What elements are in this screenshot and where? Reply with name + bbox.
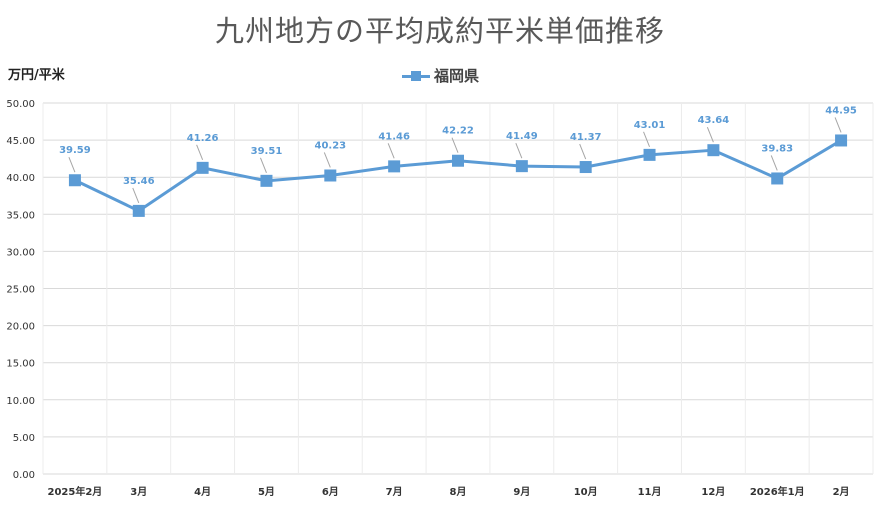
data-point: [68, 174, 81, 187]
x-tick-label: 12月: [701, 486, 725, 498]
x-tick-label: 2026年1月: [750, 485, 805, 498]
data-point: [452, 154, 464, 167]
y-tick-label: 0.00: [13, 470, 35, 481]
legend: 福岡県: [402, 65, 479, 86]
x-tick-label: 3月: [130, 486, 147, 498]
data-point: [771, 172, 784, 185]
x-tick-label: 7月: [386, 486, 403, 498]
data-label: 41.46: [378, 131, 410, 142]
data-point: [707, 144, 720, 157]
y-tick-label: 40.00: [6, 173, 35, 184]
x-tick-label: 8月: [450, 486, 467, 498]
data-point: [388, 160, 401, 173]
data-label: 43.01: [634, 120, 666, 131]
data-point: [260, 174, 273, 187]
data-label-leader: [643, 131, 651, 148]
data-point: [196, 161, 209, 174]
y-tick-label: 20.00: [6, 322, 35, 333]
series-line: [74, 139, 842, 213]
data-label-leader: [323, 152, 331, 168]
legend-marker-icon: [402, 69, 430, 83]
x-tick-label: 5月: [258, 486, 275, 498]
data-label-leader: [706, 127, 714, 143]
data-label-leader: [132, 187, 140, 204]
data-label-leader: [387, 143, 395, 159]
data-label-leader: [579, 143, 587, 160]
y-tick-label: 35.00: [6, 210, 35, 221]
y-tick-label: 15.00: [6, 359, 35, 370]
x-tick-label: 10月: [574, 486, 598, 498]
data-label-leader: [68, 157, 76, 173]
data-label: 42.22: [442, 126, 474, 137]
data-label-leader: [770, 155, 778, 171]
data-label: 39.83: [761, 143, 793, 154]
data-label-leader: [515, 142, 523, 159]
y-tick-label: 30.00: [6, 247, 35, 258]
x-tick-label: 2025年2月: [48, 485, 103, 498]
y-axis-unit-label: 万円/平米: [8, 68, 65, 83]
x-tick-label: 6月: [322, 486, 339, 498]
y-tick-label: 25.00: [6, 285, 35, 296]
data-label: 43.64: [698, 115, 730, 126]
y-tick-label: 45.00: [6, 136, 35, 147]
data-label: 44.95: [825, 105, 857, 116]
data-label: 41.37: [570, 132, 602, 143]
y-tick-label: 10.00: [6, 396, 35, 407]
data-label: 41.49: [506, 131, 538, 142]
data-label: 39.51: [251, 146, 283, 157]
x-tick-label: 11月: [638, 486, 662, 498]
data-point: [132, 204, 145, 217]
data-label-leader: [834, 117, 842, 133]
data-label: 41.26: [187, 133, 219, 144]
data-point: [835, 134, 848, 147]
chart-title: 九州地方の平均成約平米単価推移: [214, 14, 665, 48]
data-label-leader: [196, 144, 204, 161]
x-tick-label: 9月: [513, 486, 530, 498]
y-tick-label: 5.00: [13, 433, 35, 444]
y-tick-label: 50.00: [6, 99, 35, 110]
x-tick-label: 2月: [833, 486, 850, 498]
data-label: 35.46: [123, 176, 155, 187]
data-point: [643, 148, 656, 161]
data-label-leader: [451, 137, 459, 153]
data-label-leader: [259, 157, 267, 174]
data-point: [579, 161, 592, 174]
data-point: [515, 160, 528, 173]
data-point: [324, 169, 337, 182]
data-label: 40.23: [314, 140, 346, 151]
x-tick-label: 4月: [194, 486, 211, 498]
legend-label: 福岡県: [434, 67, 480, 85]
data-label: 39.59: [59, 145, 91, 156]
